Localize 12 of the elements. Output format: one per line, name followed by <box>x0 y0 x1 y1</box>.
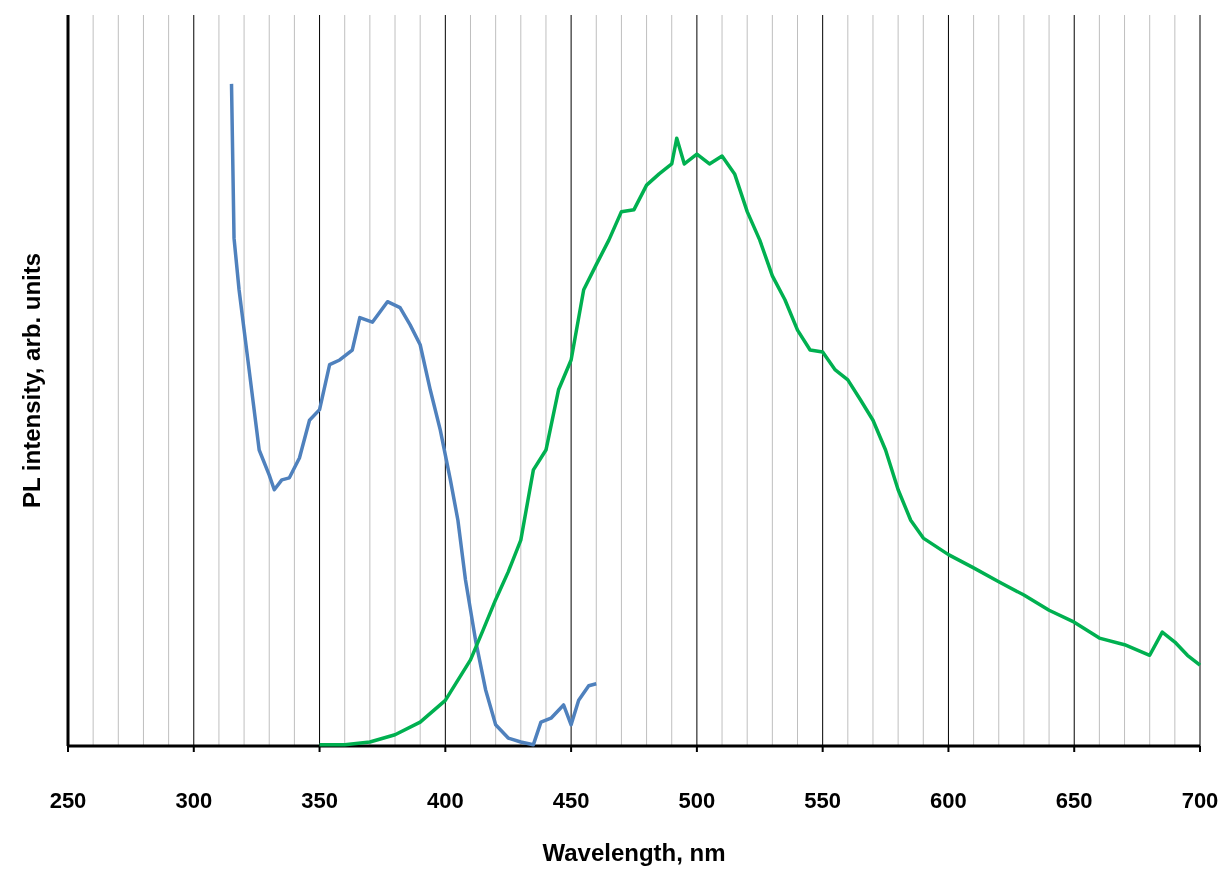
x-tick-label: 700 <box>1181 788 1219 813</box>
x-tick-label: 400 <box>426 788 464 813</box>
x-axis-title: Wavelength, nm <box>542 839 726 866</box>
x-tick-label: 650 <box>1055 788 1093 813</box>
x-tick-label: 350 <box>301 788 338 813</box>
x-tick-label: 450 <box>552 788 590 813</box>
x-tick-label: 500 <box>678 788 716 813</box>
x-tick-label: 300 <box>175 788 213 813</box>
y-axis-title: PL intensity, arb. units <box>18 252 45 509</box>
x-tick-label: 550 <box>804 788 842 813</box>
x-tick-label: 600 <box>930 788 967 813</box>
x-tick-label: 250 <box>49 788 87 813</box>
